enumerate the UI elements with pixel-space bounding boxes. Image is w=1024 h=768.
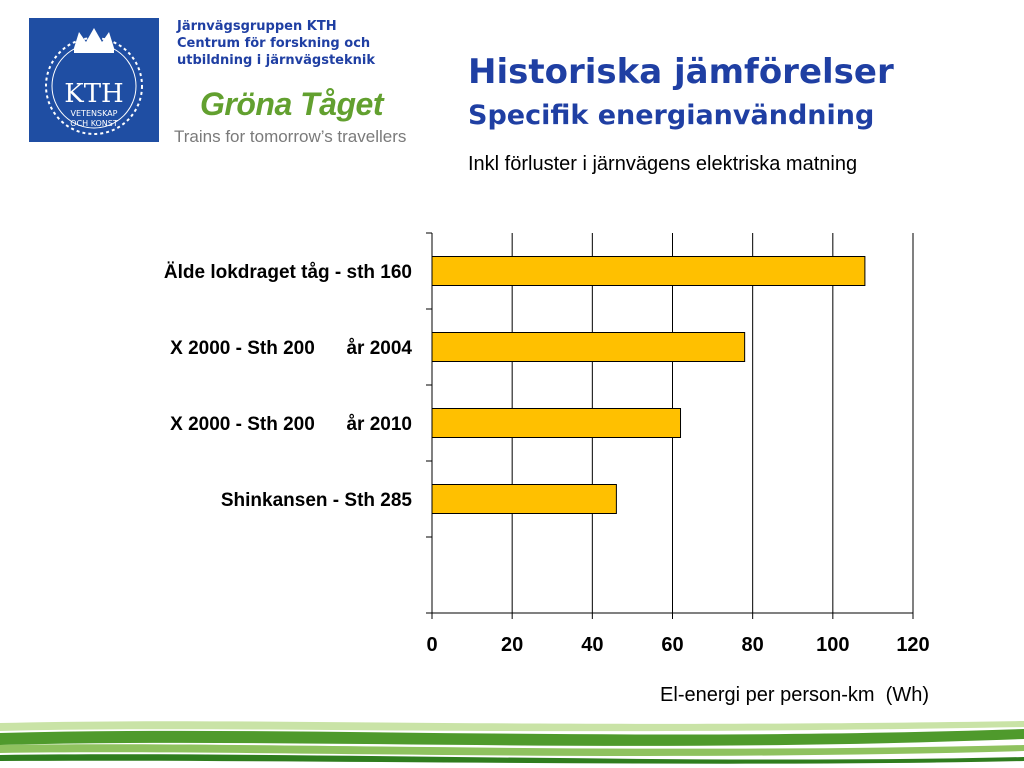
category-label-2: X 2000 - Sth 200 år 2010	[170, 414, 412, 435]
x-tick-label-5: 100	[816, 634, 849, 656]
org-line-1: Järnvägsgruppen KTH	[177, 19, 337, 34]
slide-note: Inkl förluster i järnvägens elektriska m…	[468, 153, 858, 175]
slide-subtitle: Specifik energianvändning	[468, 100, 875, 131]
kth-logo-line1: VETENSKAP	[71, 109, 118, 118]
kth-logo-line2: OCH KONST	[70, 119, 118, 128]
brand-logo-text: Gröna Tåget	[200, 86, 383, 122]
bar-0	[431, 256, 866, 286]
bar-2	[431, 408, 682, 438]
kth-logo-text: KTH	[64, 79, 123, 109]
category-label-3: Shinkansen - Sth 285	[221, 490, 413, 511]
kth-crest-icon: KTH VETENSKAP OCH KONST	[45, 28, 143, 135]
bar-chart: 0 20 40 60 80 100 120 Älde lokdraget tåg - sth …	[164, 232, 930, 706]
kth-logo: KTH VETENSKAP OCH KONST	[29, 18, 159, 142]
x-tick-label-0: 0	[426, 634, 437, 656]
x-tick-label-3: 60	[661, 634, 683, 656]
org-line-2: Centrum för forskning och	[177, 36, 371, 51]
category-label-0: Älde lokdraget tåg - sth 160	[164, 262, 412, 283]
x-axis-label: El-energi per person-km (Wh)	[660, 684, 929, 706]
org-block: Järnvägsgruppen KTH Centrum för forsknin…	[177, 18, 427, 69]
slide-title: Historiska jämförelser	[468, 52, 894, 92]
category-label-1: X 2000 - Sth 200 år 2004	[170, 338, 412, 359]
brand-tagline: Trains for tomorrow’s travellers	[174, 127, 407, 146]
x-tick-label-4: 80	[742, 634, 764, 656]
x-tick-label-6: 120	[896, 634, 929, 656]
x-tick-label-1: 20	[501, 634, 523, 656]
org-line-3: utbildning i järnvägsteknik	[177, 53, 375, 68]
bar-3	[431, 484, 617, 514]
x-tick-label-2: 40	[581, 634, 603, 656]
bar-1	[431, 332, 746, 362]
footer-wave-decoration	[0, 721, 1024, 764]
